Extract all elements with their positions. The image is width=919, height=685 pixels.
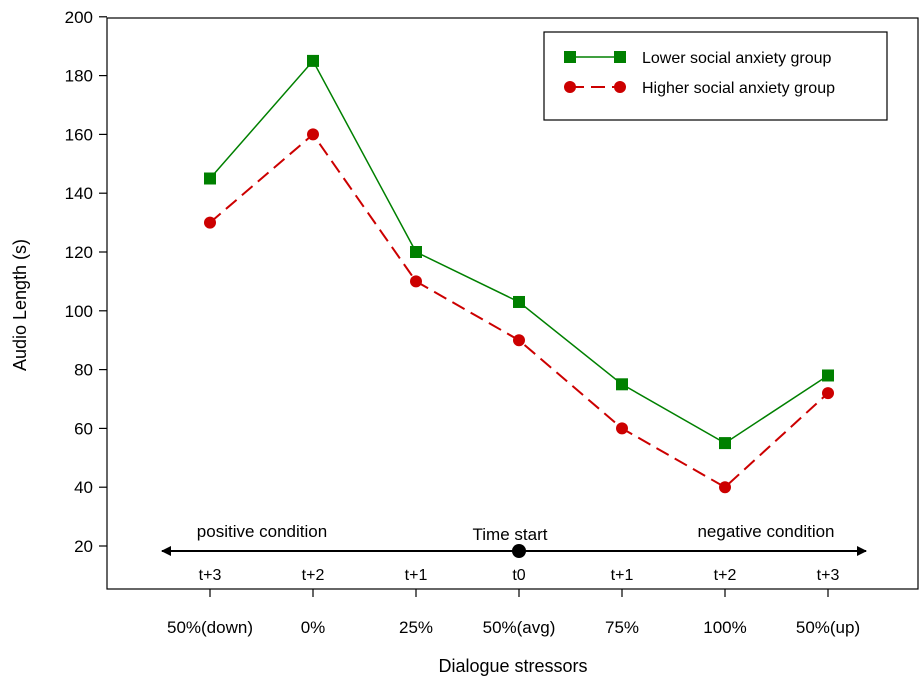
y-tick-label: 200 — [65, 8, 93, 27]
x-tick-label: 50%(down) — [167, 618, 253, 637]
time-label: t+1 — [405, 567, 428, 584]
time-start-label: Time start — [473, 525, 548, 544]
y-tick-label: 60 — [74, 419, 93, 438]
legend-item: Higher social anxiety group — [564, 80, 835, 97]
legend-label: Higher social anxiety group — [642, 80, 835, 97]
legend-marker — [614, 51, 626, 63]
y-tick-label: 20 — [74, 537, 93, 556]
time-label: t+3 — [199, 567, 222, 584]
data-point — [204, 172, 216, 185]
x-tick-label: 100% — [703, 618, 746, 637]
data-point — [410, 275, 422, 288]
series-1 — [204, 54, 834, 450]
x-tick-label: 50%(up) — [796, 618, 860, 637]
data-point — [616, 422, 628, 435]
series-line — [209, 132, 829, 489]
x-tick-label: 0% — [301, 618, 326, 637]
y-axis-title: Audio Length (s) — [10, 239, 30, 371]
y-tick-label: 40 — [74, 478, 93, 497]
time-label: t+3 — [817, 567, 840, 584]
legend: Lower social anxiety group Higher social … — [543, 31, 888, 121]
x-tick-label: 25% — [399, 618, 433, 637]
legend-item: Lower social anxiety group — [564, 50, 832, 67]
legend-marker — [564, 81, 576, 93]
series-layer — [204, 54, 834, 494]
y-tick-label: 80 — [74, 361, 93, 380]
data-point — [513, 295, 525, 308]
y-axis: 20 40 60 80 100 120 140 160 180 200 — [65, 8, 107, 556]
time-label: t+2 — [714, 567, 737, 584]
time-start-marker — [512, 544, 526, 558]
legend-box — [543, 31, 888, 121]
time-labels: t+3 t+2 t+1 t0 t+1 t+2 t+3 — [199, 567, 840, 584]
data-point — [719, 481, 731, 494]
x-tick-label: 50%(avg) — [483, 618, 556, 637]
legend-marker — [564, 51, 576, 63]
plot-frame — [106, 17, 919, 590]
data-point — [822, 387, 834, 400]
time-label: t+1 — [611, 567, 634, 584]
positive-condition-label: positive condition — [197, 522, 327, 541]
y-tick-label: 100 — [65, 302, 93, 321]
legend-label: Lower social anxiety group — [642, 50, 832, 67]
y-tick-label: 160 — [65, 125, 93, 144]
data-point — [513, 334, 525, 347]
x-axis: 50%(down) 0% 25% 50%(avg) 75% 100% 50%(up) — [167, 589, 860, 637]
timeline-annotation: positive condition Time start negative c… — [161, 522, 867, 584]
data-point — [307, 54, 319, 67]
time-label: t+2 — [302, 567, 325, 584]
y-tick-label: 120 — [65, 243, 93, 262]
data-point — [719, 437, 731, 450]
series-2 — [204, 128, 834, 494]
y-tick-label: 180 — [65, 67, 93, 86]
data-point — [822, 369, 834, 382]
legend-marker — [614, 81, 626, 93]
data-point — [616, 378, 628, 391]
y-tick-label: 140 — [65, 184, 93, 203]
data-point — [307, 128, 319, 141]
time-label: t0 — [512, 567, 525, 584]
x-tick-label: 75% — [605, 618, 639, 637]
negative-condition-label: negative condition — [697, 522, 834, 541]
x-axis-title: Dialogue stressors — [438, 656, 587, 676]
data-point — [204, 216, 216, 229]
data-point — [410, 246, 422, 258]
